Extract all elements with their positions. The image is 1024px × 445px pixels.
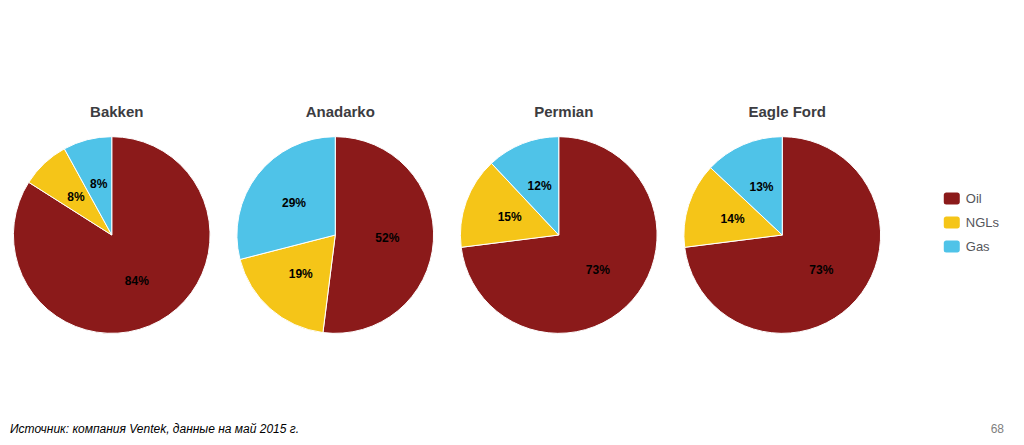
svg-text:8%: 8% [67,190,85,204]
svg-text:Eagle Ford: Eagle Ford [748,103,826,120]
svg-text:Gas: Gas [966,239,990,254]
svg-text:Anadarko: Anadarko [306,103,375,120]
svg-text:52%: 52% [375,231,399,245]
svg-text:12%: 12% [528,179,552,193]
svg-text:73%: 73% [586,263,610,277]
svg-text:Permian: Permian [534,103,593,120]
svg-text:73%: 73% [809,263,833,277]
svg-text:14%: 14% [721,212,745,226]
svg-text:Источник: компания Ventek, дан: Источник: компания Ventek, данные на май… [10,422,299,436]
svg-text:8%: 8% [90,177,108,191]
svg-text:Bakken: Bakken [90,103,143,120]
svg-text:19%: 19% [289,267,313,281]
svg-text:68: 68 [991,422,1005,436]
svg-text:NGLs: NGLs [966,215,1000,230]
svg-text:29%: 29% [282,196,306,210]
svg-text:Oil: Oil [966,191,982,206]
svg-text:84%: 84% [125,274,149,288]
svg-text:15%: 15% [498,210,522,224]
svg-text:13%: 13% [750,180,774,194]
